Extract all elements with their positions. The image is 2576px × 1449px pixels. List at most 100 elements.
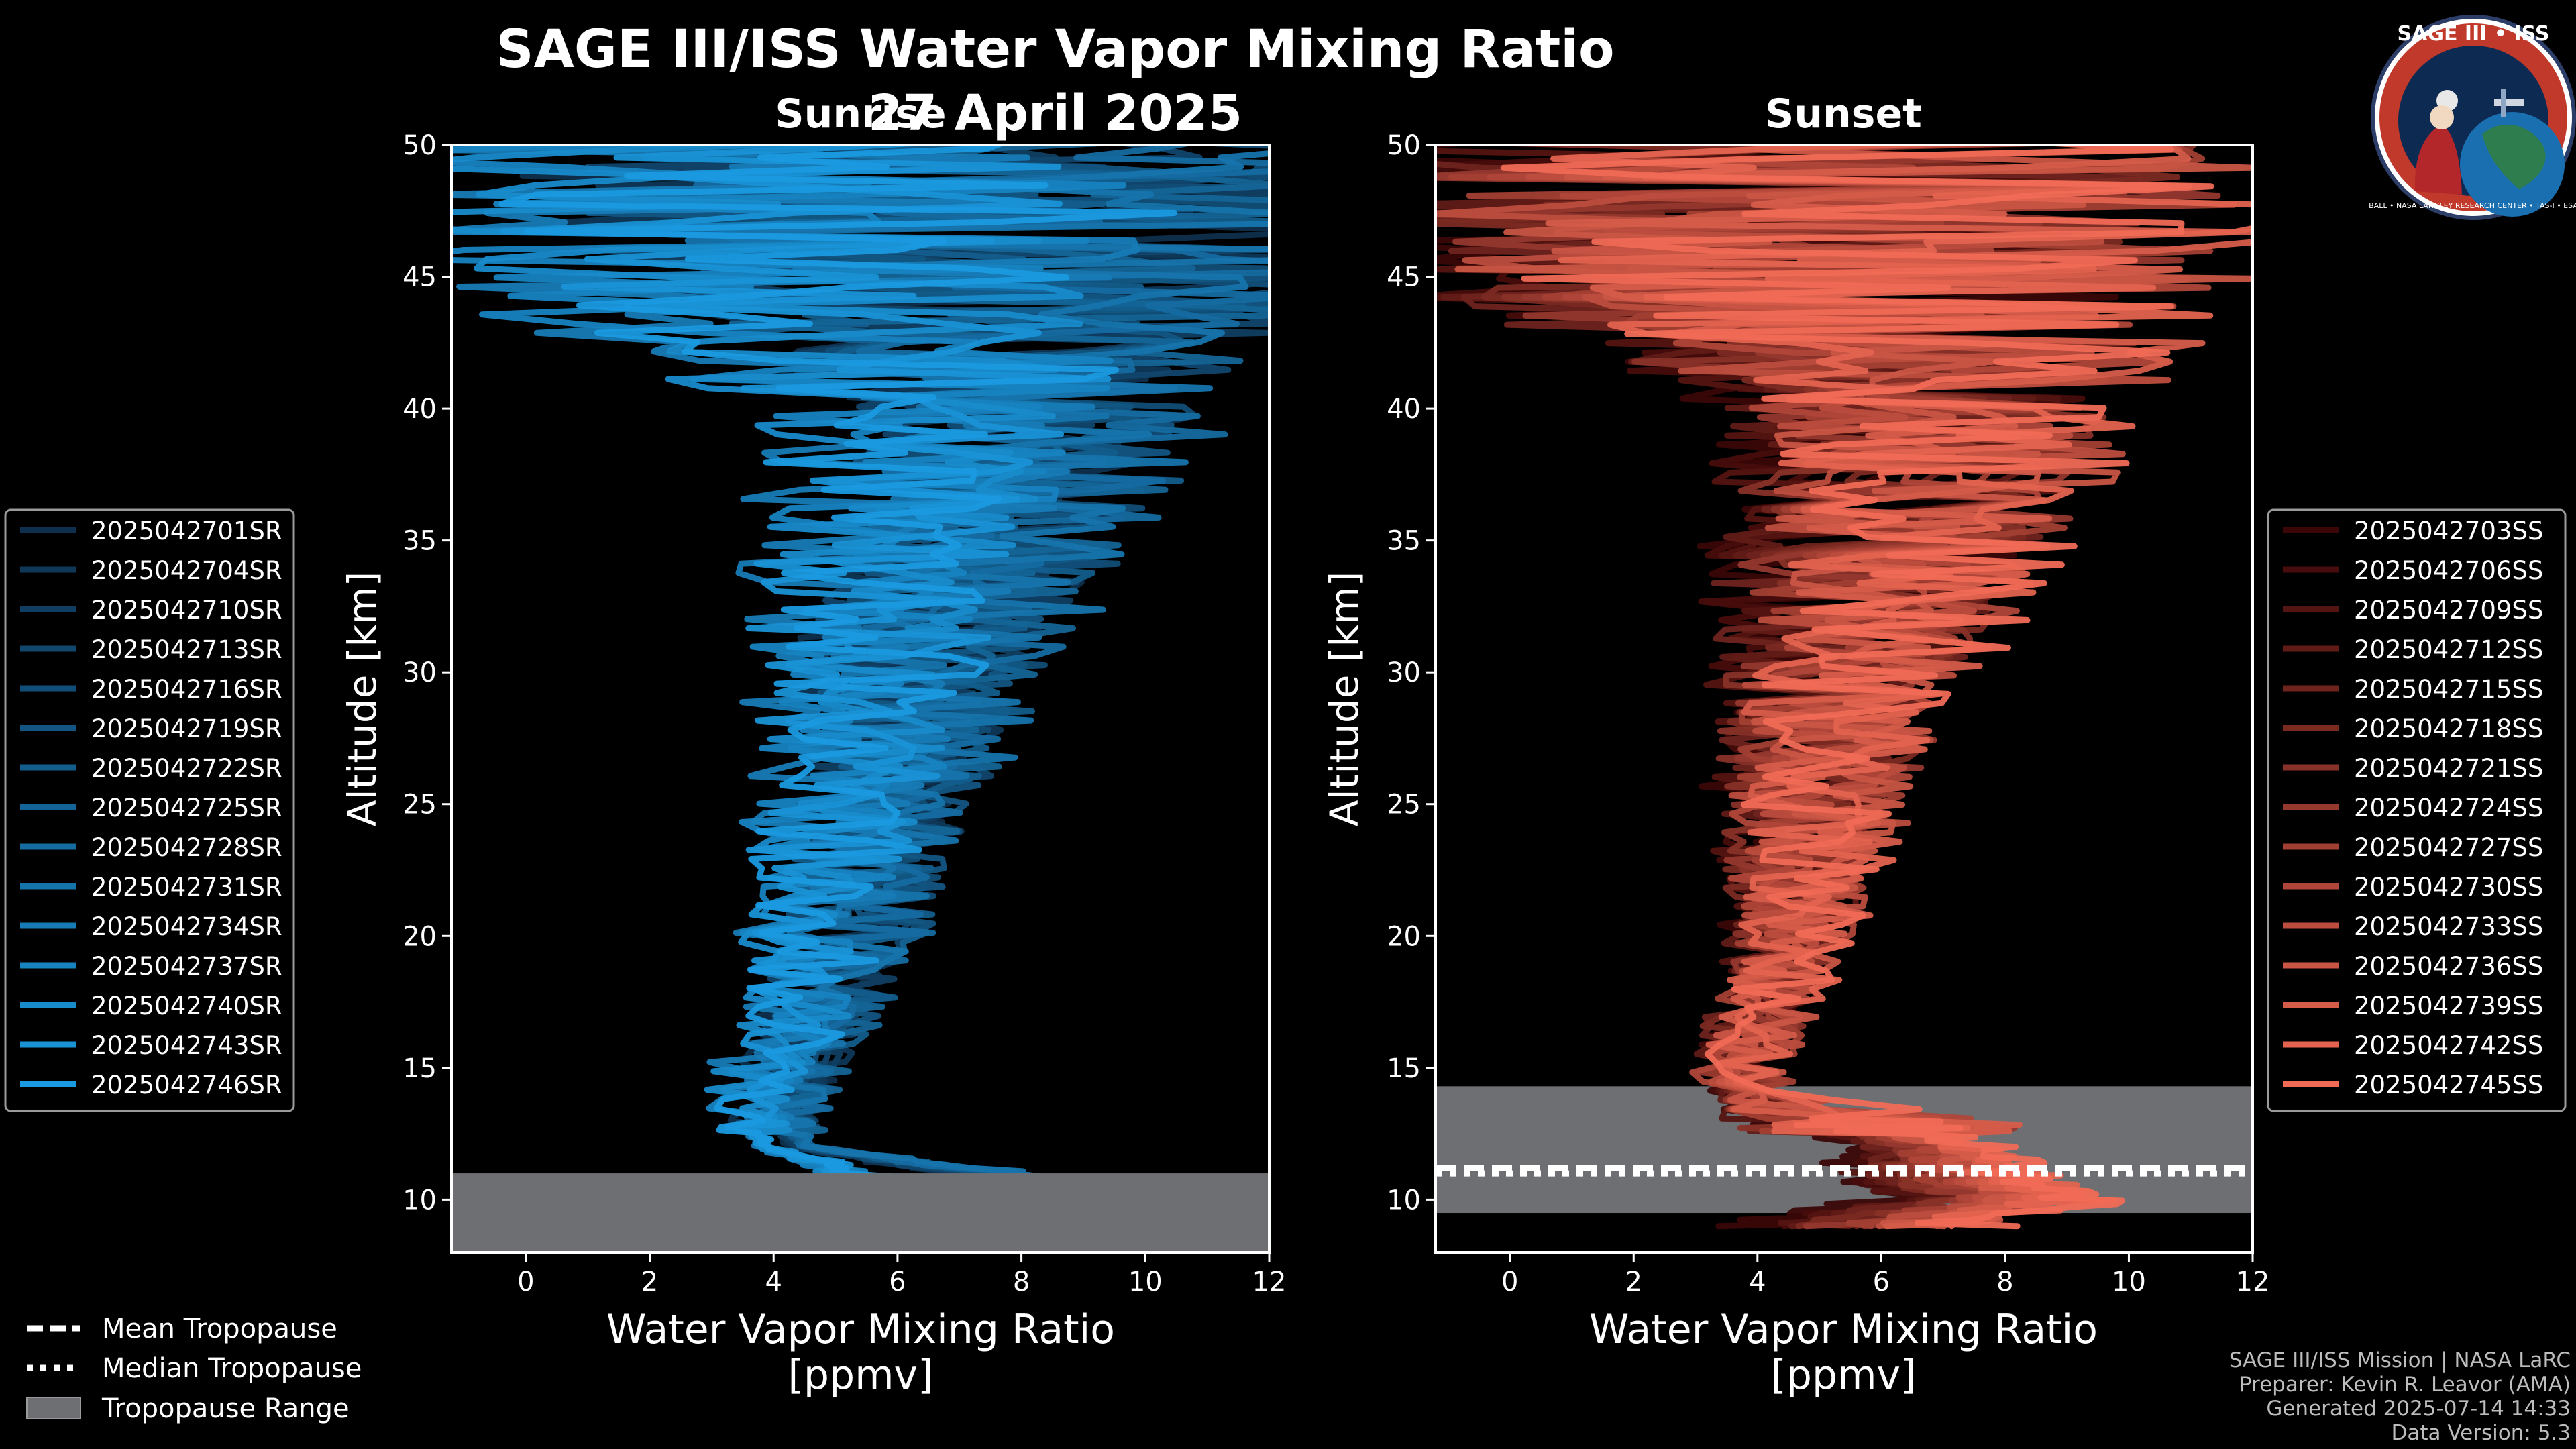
sunrise-legend-label: 2025042725SR: [91, 794, 282, 822]
sunrise-x-tick-label: 0: [517, 1267, 534, 1297]
sunset-y-tick-label: 15: [1387, 1053, 1421, 1084]
sunset-legend-label: 2025042709SS: [2354, 596, 2543, 625]
sunrise-legend-label: 2025042746SR: [91, 1071, 282, 1099]
sunset-legend-label: 2025042742SS: [2354, 1031, 2543, 1060]
sunrise-y-tick-label: 30: [402, 657, 437, 688]
sunrise-legend-label: 2025042734SR: [91, 912, 282, 941]
sunrise-y-tick-label: 10: [402, 1185, 437, 1216]
sunset-profile-lines: [1436, 145, 2253, 1230]
credit-data-version: Data Version: 5.3: [2392, 1421, 2571, 1445]
sunrise-x-tick-label: 4: [765, 1267, 782, 1297]
sunrise-legend-label: 2025042719SR: [91, 714, 282, 743]
logo-ring-text: BALL • NASA LANGLEY RESEARCH CENTER • TA…: [2369, 201, 2576, 210]
credit-generated: Generated 2025-07-14 14:33: [2266, 1397, 2571, 1421]
sunset-x-tick-label: 2: [1625, 1267, 1642, 1297]
sunrise-x-axis-units: [ppmv]: [788, 1352, 934, 1399]
sunset-tropopause-markers: [1436, 1086, 2253, 1214]
sunrise-x-tick-label: 12: [1252, 1267, 1287, 1297]
sunrise-plot-frame: [450, 144, 1271, 1254]
sunrise-y-tick-label: 45: [402, 262, 437, 293]
logo-figure: [2414, 124, 2462, 195]
sunset-legend: 2025042703SS 2025042706SS 2025042709SS 2025…: [2283, 517, 2543, 1099]
sunrise-x-axis-label: Water Vapor Mixing Ratio: [606, 1306, 1115, 1353]
sunrise-legend-label: 2025042722SR: [91, 754, 282, 783]
sunset-y-tick-label: 40: [1387, 394, 1421, 425]
logo-station: [2494, 99, 2524, 106]
sunrise-y-tick-label: 50: [402, 130, 437, 161]
sunset-legend-label: 2025042739SS: [2354, 991, 2543, 1020]
sunset-y-tick-label: 25: [1387, 790, 1421, 820]
sage-iii-iss-logo: SAGE III • ISS BALL • NASA LANGLEY RESEA…: [2369, 15, 2576, 220]
sunset-y-tick-label: 10: [1387, 1185, 1421, 1216]
sunset-y-tick-label: 20: [1387, 921, 1421, 952]
sunset-x-tick-label: 6: [1873, 1267, 1890, 1297]
sunrise-x-tick-label: 8: [1013, 1267, 1030, 1297]
sunrise-legend-label: 2025042713SR: [91, 635, 282, 664]
sunset-legend-label: 2025042703SS: [2354, 517, 2543, 545]
sunrise-legend-label: 2025042704SR: [91, 556, 282, 585]
sunset-x-axis-label: Water Vapor Mixing Ratio: [1589, 1306, 2098, 1353]
sunrise-y-tick-label: 35: [402, 526, 437, 557]
credit-mission: SAGE III/ISS Mission | NASA LaRC: [2229, 1348, 2571, 1373]
sunrise-x-tick-label: 2: [641, 1267, 658, 1297]
sunrise-y-tick-label: 25: [402, 790, 437, 820]
sunset-y-tick-label: 35: [1387, 526, 1421, 557]
sunset-legend-label: 2025042715SS: [2354, 675, 2543, 704]
sunrise-legend-label: 2025042737SR: [91, 952, 282, 981]
sunset-legend-box: [2267, 508, 2567, 1112]
figure-title: SAGE III/ISS Water Vapor Mixing Ratio: [496, 19, 1614, 80]
sunrise-y-axis-label: Altitude [km]: [339, 572, 385, 826]
sunset-panel: Sunset 0 2 4 6 8 10 12 10 15 20 25 30 35 40 45 50 Altit…: [1322, 91, 2269, 1399]
mean-tropopause-label: Mean Tropopause: [102, 1313, 337, 1344]
sunrise-legend-label: 2025042716SR: [91, 675, 282, 704]
sunset-x-axis-units: [ppmv]: [1771, 1352, 1917, 1399]
tropopause-legend: Mean Tropopause Median Tropopause Tropop…: [26, 1313, 362, 1424]
sunrise-legend-label: 2025042731SR: [91, 873, 282, 902]
sunset-legend-label: 2025042730SS: [2354, 873, 2543, 902]
logo-figure-head: [2430, 105, 2454, 129]
sunset-x-tick-label: 4: [1749, 1267, 1766, 1297]
sunrise-legend-label: 2025042728SR: [91, 833, 282, 862]
logo-title: SAGE III • ISS: [2398, 22, 2550, 46]
sunset-y-axis-label: Altitude [km]: [1322, 572, 1367, 826]
sunrise-legend-label: 2025042701SR: [91, 517, 282, 545]
sunset-axes: 0 2 4 6 8 10 12 10 15 20 25 30 35 40 45 50: [1387, 130, 2269, 1297]
sunset-x-tick-label: 10: [2112, 1267, 2146, 1297]
sunrise-x-tick-label: 6: [889, 1267, 906, 1297]
tropopause-range-swatch: [26, 1397, 81, 1419]
sunrise-legend-label: 2025042740SR: [91, 991, 282, 1020]
sunrise-axes: 0 2 4 6 8 10 12 10 15 20 25 30 35 40 45 50: [402, 130, 1286, 1297]
sunset-x-tick-label: 0: [1501, 1267, 1518, 1297]
sunrise-profile-lines: [451, 145, 1269, 1240]
sunset-legend-label: 2025042706SS: [2354, 556, 2543, 585]
sunset-legend-label: 2025042724SS: [2354, 794, 2543, 822]
figure-date: 27 April 2025: [868, 85, 1242, 142]
logo-continent: [2482, 124, 2546, 189]
credits: SAGE III/ISS Mission | NASA LaRC Prepare…: [2229, 1348, 2571, 1445]
sunset-legend-label: 2025042721SS: [2354, 754, 2543, 783]
sunrise-y-tick-label: 20: [402, 921, 437, 952]
sunset-x-tick-label: 8: [1996, 1267, 2013, 1297]
sunrise-legend: 2025042701SR 2025042704SR 2025042710SR 2025…: [20, 517, 282, 1099]
sunset-y-tick-label: 50: [1387, 130, 1421, 161]
sunset-legend-label: 2025042733SS: [2354, 912, 2543, 941]
sunrise-y-tick-label: 40: [402, 394, 437, 425]
sunrise-tropopause-markers: [451, 1173, 1269, 1252]
sunrise-x-tick-label: 10: [1128, 1267, 1163, 1297]
sunrise-legend-label: 2025042710SR: [91, 596, 282, 625]
sunset-legend-label: 2025042718SS: [2354, 714, 2543, 743]
sunset-x-tick-label: 12: [2236, 1267, 2270, 1297]
sunset-series-2025042745SS: [1500, 145, 2214, 1230]
sunset-panel-title: Sunset: [1765, 91, 1922, 138]
sunset-plot-frame: [1434, 144, 2254, 1254]
sunset-y-tick-label: 45: [1387, 262, 1421, 293]
sunrise-panel-title: Sunrise: [775, 91, 946, 138]
credit-preparer: Preparer: Kevin R. Leavor (AMA): [2239, 1373, 2571, 1397]
sunrise-y-tick-label: 15: [402, 1053, 437, 1084]
logo-station-panels: [2501, 89, 2506, 117]
median-tropopause-label: Median Tropopause: [102, 1353, 362, 1384]
sunset-legend-label: 2025042745SS: [2354, 1071, 2543, 1099]
sunrise-legend-box: [4, 508, 295, 1112]
sunset-y-tick-label: 30: [1387, 657, 1421, 688]
sunrise-tropopause-range: [451, 1173, 1269, 1252]
